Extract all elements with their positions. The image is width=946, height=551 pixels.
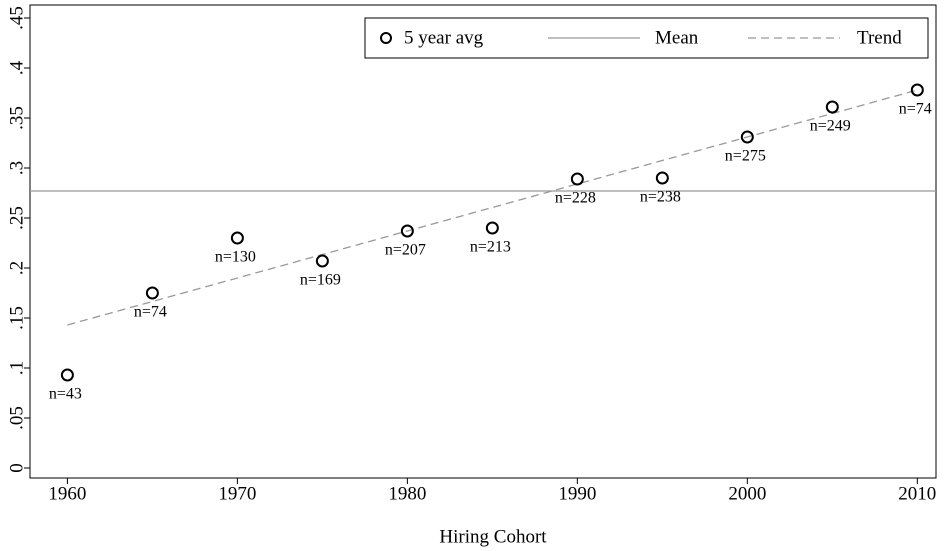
- y-tick-label: .4: [6, 60, 27, 75]
- plot-frame: [29, 4, 937, 479]
- legend-label: 5 year avg: [404, 27, 484, 48]
- point-annotation: n=228: [555, 190, 596, 207]
- point: [315, 254, 329, 268]
- x-tick-label: 2000: [728, 483, 766, 504]
- legend-label: Trend: [857, 27, 902, 48]
- y-tick-label: .2: [6, 261, 27, 275]
- point-annotation: n=238: [640, 189, 681, 206]
- point-annotation: n=43: [49, 386, 82, 403]
- y-tick-label: .45: [6, 6, 27, 30]
- point: [145, 286, 159, 300]
- point: [485, 221, 499, 235]
- y-tick-label: .1: [6, 361, 27, 375]
- point: [230, 231, 244, 245]
- point: [60, 368, 74, 382]
- x-tick-label: 2010: [898, 483, 936, 504]
- y-tick-label: .25: [6, 206, 27, 230]
- legend-label: Mean: [655, 27, 699, 48]
- y-tick-label: .3: [6, 161, 27, 175]
- point-annotation: n=207: [385, 242, 426, 259]
- point: [740, 130, 754, 144]
- y-tick-label: .15: [6, 306, 27, 330]
- legend: 5 year avg Mean Trend: [364, 17, 929, 59]
- y-tick-label: .35: [6, 106, 27, 130]
- x-tick-label: 1960: [48, 483, 86, 504]
- point: [825, 100, 839, 114]
- point-annotation: n=213: [470, 239, 511, 256]
- trend-line: [67, 89, 918, 326]
- point: [570, 172, 584, 186]
- x-axis-title: Hiring Cohort: [439, 526, 547, 547]
- point-annotation: n=74: [134, 304, 167, 321]
- legend-marker: [380, 32, 392, 44]
- point-annotation: n=275: [725, 148, 766, 165]
- point: [655, 171, 669, 185]
- y-tick-label: .05: [6, 406, 27, 430]
- x-tick-label: 1990: [558, 483, 596, 504]
- x-tick-label: 1980: [388, 483, 426, 504]
- point: [400, 224, 414, 238]
- point: [910, 83, 924, 97]
- x-tick-label: 1970: [218, 483, 256, 504]
- point-annotation: n=169: [300, 272, 341, 289]
- point-annotation: n=249: [810, 118, 851, 135]
- legend-box: [364, 17, 929, 59]
- point-annotation: n=74: [899, 101, 932, 118]
- point-annotation: n=130: [215, 249, 256, 266]
- y-tick-label: 0: [6, 463, 27, 473]
